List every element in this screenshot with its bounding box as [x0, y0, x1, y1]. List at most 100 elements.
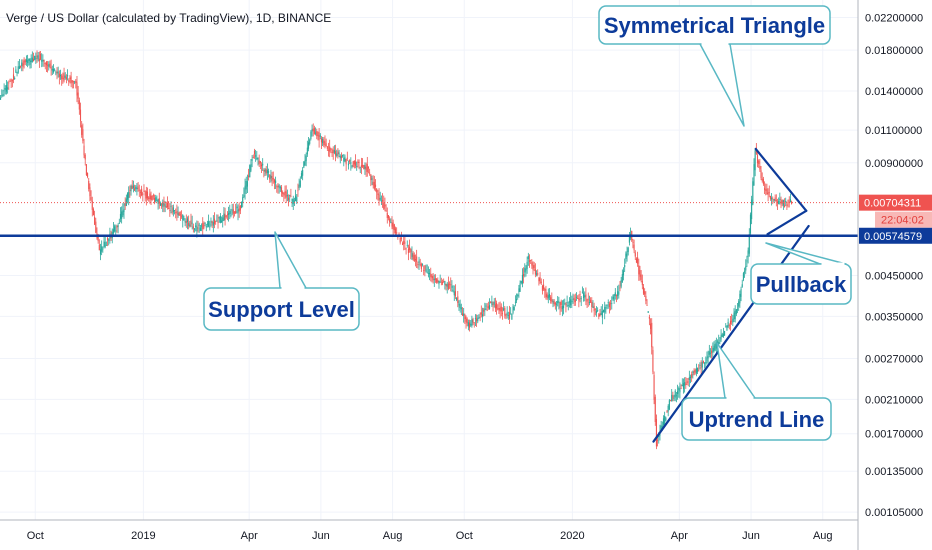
- candle: [697, 367, 699, 375]
- candle: [146, 187, 149, 201]
- x-tick-label: Apr: [671, 530, 688, 542]
- candle: [42, 54, 44, 67]
- candle: [75, 78, 77, 89]
- candle: [606, 304, 608, 310]
- candle: [118, 218, 120, 225]
- candle: [492, 301, 494, 312]
- candle: [494, 297, 496, 312]
- candle: [700, 360, 702, 374]
- candle: [347, 160, 350, 170]
- candle: [143, 184, 145, 193]
- candle: [504, 305, 506, 319]
- candle: [662, 415, 665, 428]
- candle: [159, 201, 161, 207]
- candle: [447, 276, 449, 291]
- candle: [554, 301, 556, 310]
- candle: [771, 193, 773, 206]
- candle: [449, 281, 451, 289]
- candle: [39, 50, 42, 61]
- candle: [280, 185, 283, 197]
- candle: [480, 305, 482, 318]
- candle: [527, 252, 529, 266]
- candle: [534, 263, 536, 278]
- candle: [262, 158, 264, 171]
- candle: [677, 384, 679, 400]
- candle: [414, 254, 417, 267]
- candle: [762, 176, 764, 186]
- candle: [218, 216, 220, 223]
- candle: [411, 246, 413, 260]
- candle: [129, 185, 131, 198]
- y-tick-label: 0.01800000: [865, 45, 923, 57]
- candle: [607, 299, 609, 309]
- candle: [438, 280, 440, 289]
- candle: [470, 319, 472, 327]
- candle: [565, 302, 567, 313]
- candle: [632, 238, 634, 249]
- candle: [135, 185, 137, 193]
- price-tag-label: 0.00704311: [864, 198, 921, 210]
- candle: [306, 140, 308, 157]
- candle: [78, 97, 80, 115]
- candle: [732, 314, 734, 327]
- candle: [675, 391, 677, 403]
- candle: [386, 207, 388, 224]
- candle: [712, 342, 714, 360]
- candle: [192, 223, 194, 233]
- candle: [486, 303, 488, 312]
- candle: [752, 177, 754, 206]
- candle: [331, 148, 333, 158]
- candle: [356, 161, 358, 171]
- candle: [185, 214, 187, 228]
- candle: [372, 175, 374, 189]
- candle: [561, 300, 563, 317]
- candle: [286, 189, 288, 202]
- candle: [125, 194, 127, 207]
- candle: [319, 133, 321, 140]
- candle: [28, 58, 30, 66]
- candle: [49, 60, 51, 69]
- candle: [451, 280, 453, 292]
- candle: [237, 204, 239, 221]
- candle: [615, 294, 618, 303]
- candle: [648, 314, 650, 326]
- candle: [497, 304, 499, 311]
- candle: [15, 66, 17, 73]
- y-tick-label: 0.01400000: [865, 86, 923, 98]
- candle: [573, 294, 575, 306]
- candle: [37, 51, 39, 62]
- candle: [571, 295, 573, 308]
- x-tick-label: Jun: [312, 530, 330, 542]
- candle: [370, 174, 372, 187]
- candle: [36, 50, 38, 63]
- candle: [424, 265, 426, 277]
- candle: [257, 157, 259, 166]
- candle: [758, 159, 760, 168]
- candle: [290, 188, 292, 198]
- candle: [61, 73, 63, 86]
- candle: [471, 315, 473, 328]
- candle: [27, 54, 29, 68]
- candle: [87, 172, 89, 179]
- candle: [162, 199, 164, 213]
- candle: [625, 251, 627, 264]
- candle: [383, 195, 385, 210]
- candle: [731, 313, 733, 325]
- candle: [349, 159, 351, 165]
- candle: [326, 146, 328, 152]
- candle: [114, 224, 116, 233]
- candle: [674, 389, 676, 402]
- candle: [597, 307, 599, 313]
- candle: [769, 195, 771, 201]
- candle: [585, 287, 587, 306]
- candle: [783, 198, 786, 208]
- candle: [454, 284, 456, 300]
- candle: [9, 78, 11, 82]
- candle: [748, 228, 750, 257]
- candle: [106, 235, 109, 247]
- candle: [765, 183, 767, 196]
- candle: [524, 263, 526, 278]
- candle: [248, 168, 250, 181]
- candle: [694, 368, 696, 375]
